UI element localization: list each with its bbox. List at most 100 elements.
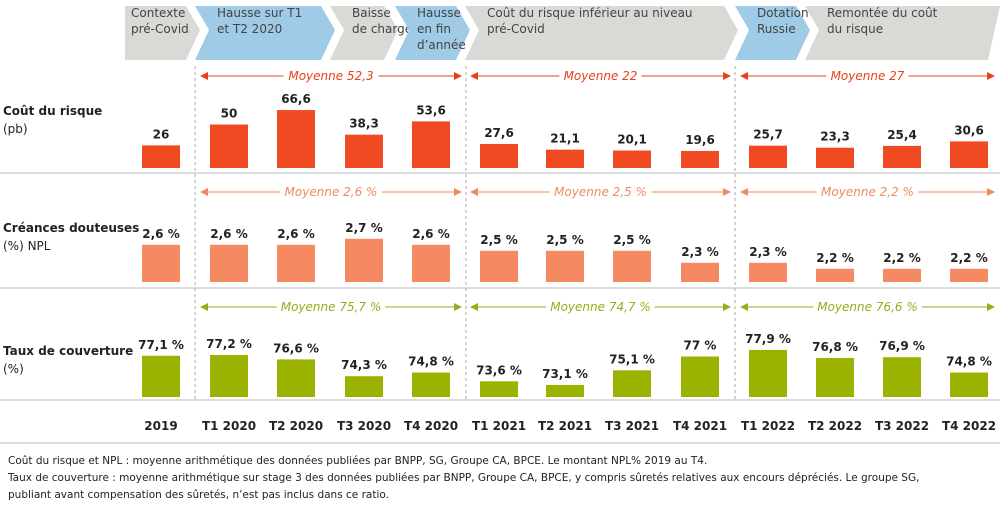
arrow-head-right bbox=[987, 72, 995, 80]
phase-label: Baisse bbox=[352, 6, 391, 20]
arrow-head-left bbox=[200, 72, 208, 80]
data-label: 2,2 % bbox=[883, 251, 920, 265]
data-label: 77,2 % bbox=[206, 337, 252, 351]
arrow-head-right bbox=[723, 188, 731, 196]
bar bbox=[681, 150, 719, 168]
arrow-head-right bbox=[454, 303, 462, 311]
data-label: 2,2 % bbox=[950, 251, 987, 265]
phase-label: en fin bbox=[417, 22, 451, 36]
data-label: 74,8 % bbox=[408, 355, 454, 369]
bar bbox=[210, 124, 248, 168]
arrow-head-left bbox=[200, 303, 208, 311]
x-tick-label: T4 2022 bbox=[942, 419, 996, 433]
data-label: 2,3 % bbox=[681, 245, 718, 259]
bar bbox=[749, 349, 787, 397]
data-label: 25,4 bbox=[887, 128, 917, 142]
arrow-head-left bbox=[740, 188, 748, 196]
data-label: 2,6 % bbox=[210, 227, 247, 241]
series-unit: (pb) bbox=[3, 122, 28, 136]
arrow-head-left bbox=[200, 188, 208, 196]
bar bbox=[210, 355, 248, 397]
data-label: 2,5 % bbox=[613, 233, 650, 247]
series-name: Taux de couverture bbox=[3, 344, 133, 358]
average-label: Moyenne 22 bbox=[564, 69, 638, 83]
bar bbox=[816, 357, 854, 397]
x-tick-label: T2 2020 bbox=[269, 419, 323, 433]
data-label: 75,1 % bbox=[609, 352, 655, 366]
data-label: 73,6 % bbox=[476, 363, 522, 377]
phase-3 bbox=[395, 6, 470, 60]
arrow-head-left bbox=[470, 188, 478, 196]
average-label: Moyenne 75,7 % bbox=[281, 300, 382, 314]
bar bbox=[546, 384, 584, 397]
x-tick-label: T1 2022 bbox=[741, 419, 795, 433]
data-label: 2,6 % bbox=[412, 227, 449, 241]
data-label: 73,1 % bbox=[542, 367, 588, 381]
data-label: 26 bbox=[153, 127, 170, 141]
data-label: 53,6 bbox=[416, 103, 446, 117]
phase-label: du risque bbox=[827, 22, 883, 36]
bar bbox=[749, 145, 787, 168]
data-label: 2,6 % bbox=[277, 227, 314, 241]
data-label: 74,8 % bbox=[946, 355, 992, 369]
average-label: Moyenne 74,7 % bbox=[550, 300, 651, 314]
data-label: 2,5 % bbox=[480, 233, 517, 247]
x-tick-label: T3 2022 bbox=[875, 419, 929, 433]
data-label: 76,8 % bbox=[812, 340, 858, 354]
x-tick-label: T1 2021 bbox=[472, 419, 526, 433]
footnote-1: Coût du risque et NPL : moyenne arithmét… bbox=[8, 455, 708, 467]
phase-label: Coût du risque inférieur au niveau bbox=[487, 6, 693, 20]
bar bbox=[142, 244, 180, 282]
arrow-head-left bbox=[470, 72, 478, 80]
x-tick-label: T2 2022 bbox=[808, 419, 862, 433]
x-tick-label: 2019 bbox=[144, 419, 177, 433]
average-label: Moyenne 2,2 % bbox=[821, 185, 914, 199]
bar bbox=[277, 359, 315, 397]
phase-label: pré-Covid bbox=[487, 22, 545, 36]
bar bbox=[950, 372, 988, 397]
data-label: 21,1 bbox=[550, 132, 580, 146]
data-label: 30,6 bbox=[954, 123, 984, 137]
average-label: Moyenne 27 bbox=[831, 69, 905, 83]
series-unit: (%) NPL bbox=[3, 239, 51, 253]
bar bbox=[412, 121, 450, 168]
bar bbox=[613, 150, 651, 168]
average-label: Moyenne 2,6 % bbox=[285, 185, 378, 199]
data-label: 66,6 bbox=[281, 92, 311, 106]
bar bbox=[480, 381, 518, 397]
data-label: 23,3 bbox=[820, 130, 850, 144]
phase-label: Russie bbox=[757, 22, 796, 36]
bar bbox=[681, 262, 719, 282]
bar bbox=[546, 250, 584, 282]
x-tick-label: T3 2020 bbox=[337, 419, 391, 433]
average-label: Moyenne 76,6 % bbox=[817, 300, 918, 314]
footnote-3: publiant avant compensation des sûretés,… bbox=[8, 489, 389, 501]
data-label: 2,7 % bbox=[345, 221, 382, 235]
data-label: 2,3 % bbox=[749, 245, 786, 259]
footnote-2: Taux de couverture : moyenne arithmétiqu… bbox=[8, 472, 920, 484]
phase-label: de charge bbox=[352, 22, 412, 36]
arrow-head-left bbox=[470, 303, 478, 311]
arrow-head-left bbox=[740, 72, 748, 80]
bar bbox=[480, 250, 518, 282]
data-label: 50 bbox=[221, 107, 238, 121]
bar bbox=[277, 244, 315, 282]
bar bbox=[142, 145, 180, 168]
x-tick-label: T4 2020 bbox=[404, 419, 458, 433]
data-label: 74,3 % bbox=[341, 358, 387, 372]
bar bbox=[142, 355, 180, 397]
data-label: 25,7 bbox=[753, 128, 783, 142]
series-unit: (%) bbox=[3, 362, 24, 376]
x-tick-label: T2 2021 bbox=[538, 419, 592, 433]
bar bbox=[816, 268, 854, 282]
bar bbox=[883, 268, 921, 282]
data-label: 2,5 % bbox=[546, 233, 583, 247]
x-tick-label: T3 2021 bbox=[605, 419, 659, 433]
phase-label: d’année bbox=[417, 38, 466, 52]
bar bbox=[950, 268, 988, 282]
data-label: 19,6 bbox=[685, 133, 715, 147]
data-label: 38,3 bbox=[349, 117, 379, 131]
bar bbox=[883, 357, 921, 397]
